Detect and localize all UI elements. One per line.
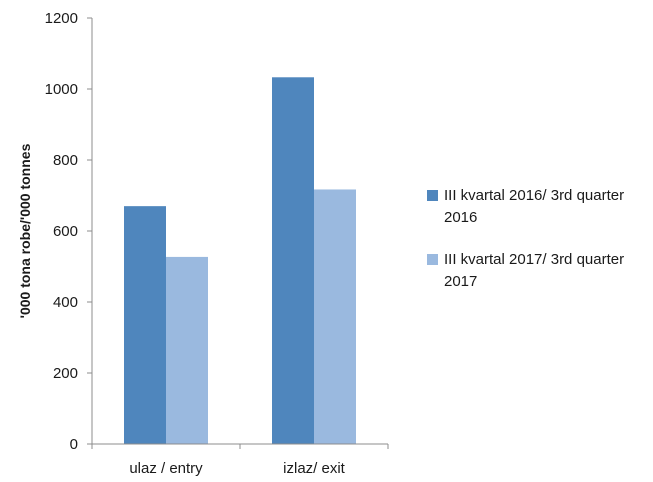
y-tick-label: 200 bbox=[53, 365, 78, 382]
x-category-label: ulaz / entry bbox=[129, 460, 203, 477]
axes bbox=[91, 18, 388, 445]
y-tick-label: 400 bbox=[53, 294, 78, 311]
legend-label-series-2: III kvartal 2017/ 3rd quarter 2017 bbox=[444, 251, 624, 290]
legend-swatch-series-2 bbox=[427, 254, 438, 265]
bar-series-2-category-2 bbox=[314, 189, 356, 444]
legend-label-series-1: III kvartal 2016/ 3rd quarter 2016 bbox=[444, 187, 624, 226]
legend-swatch-series-1 bbox=[427, 190, 438, 201]
y-axis-title: '000 tona robe/'000 tonnes bbox=[17, 143, 33, 318]
legend-label-line: 2016 bbox=[444, 209, 477, 226]
y-tick-label: 0 bbox=[70, 436, 78, 453]
legend-label-line: III kvartal 2016/ 3rd quarter bbox=[444, 187, 624, 204]
bar-series-1-category-1 bbox=[124, 206, 166, 444]
y-axis-ticks: 0 200 400 600 800 1000 1200 bbox=[45, 10, 92, 453]
y-tick-label: 1000 bbox=[45, 81, 78, 98]
x-category-label: izlaz/ exit bbox=[283, 460, 346, 477]
x-axis-labels: ulaz / entry izlaz/ exit bbox=[91, 444, 389, 477]
bar-series-1-category-2 bbox=[272, 77, 314, 444]
legend-label-line: 2017 bbox=[444, 273, 477, 290]
bar-series-2-category-1 bbox=[166, 256, 208, 444]
y-tick-label: 600 bbox=[53, 223, 78, 240]
y-tick-label: 800 bbox=[53, 152, 78, 169]
legend-label-line: III kvartal 2017/ 3rd quarter bbox=[444, 251, 624, 268]
y-tick-label: 1200 bbox=[45, 10, 78, 27]
bars bbox=[124, 77, 356, 444]
